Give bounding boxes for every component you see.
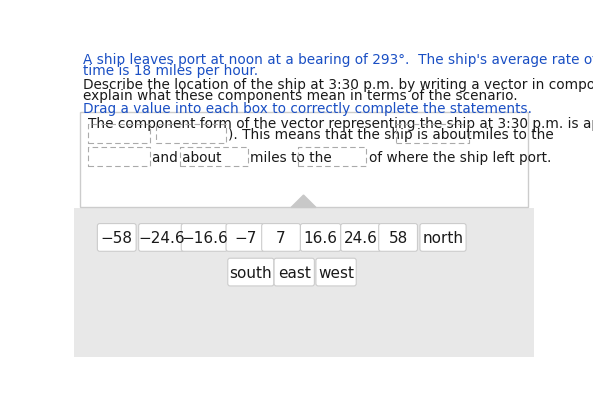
Text: 58: 58 bbox=[388, 230, 408, 245]
Text: Describe the location of the ship at 3:30 p.m. by writing a vector in component : Describe the location of the ship at 3:3… bbox=[84, 77, 593, 91]
Text: south: south bbox=[229, 265, 272, 280]
Text: east: east bbox=[278, 265, 311, 280]
Text: and about: and about bbox=[152, 150, 222, 164]
FancyBboxPatch shape bbox=[420, 224, 466, 252]
Text: The component form of the vector representing the ship at 3:30 p.m. is approxima: The component form of the vector represe… bbox=[88, 116, 593, 130]
Text: miles to the: miles to the bbox=[471, 127, 553, 141]
FancyBboxPatch shape bbox=[301, 224, 341, 252]
Polygon shape bbox=[291, 196, 316, 208]
FancyBboxPatch shape bbox=[226, 224, 265, 252]
FancyBboxPatch shape bbox=[341, 224, 381, 252]
Text: −58: −58 bbox=[101, 230, 133, 245]
Text: miles to the: miles to the bbox=[250, 150, 332, 164]
FancyBboxPatch shape bbox=[228, 259, 274, 286]
Text: explain what these components mean in terms of the scenario.: explain what these components mean in te… bbox=[84, 89, 518, 103]
FancyBboxPatch shape bbox=[181, 224, 227, 252]
FancyBboxPatch shape bbox=[316, 259, 356, 286]
Text: Drag a value into each box to correctly complete the statements.: Drag a value into each box to correctly … bbox=[84, 102, 533, 116]
FancyBboxPatch shape bbox=[379, 224, 417, 252]
Text: −24.6: −24.6 bbox=[138, 230, 185, 245]
Text: west: west bbox=[318, 265, 354, 280]
Text: 24.6: 24.6 bbox=[344, 230, 378, 245]
Text: north: north bbox=[423, 230, 464, 245]
Bar bbox=[80, 113, 528, 207]
Bar bbox=[74, 209, 534, 357]
Text: of where the ship left port.: of where the ship left port. bbox=[369, 150, 551, 164]
Text: A ship leaves port at noon at a bearing of 293°.  The ship's average rate of spe: A ship leaves port at noon at a bearing … bbox=[84, 53, 593, 67]
Text: time is 18 miles per hour.: time is 18 miles per hour. bbox=[84, 64, 259, 78]
Text: 7: 7 bbox=[276, 230, 286, 245]
FancyBboxPatch shape bbox=[262, 224, 301, 252]
FancyBboxPatch shape bbox=[97, 224, 136, 252]
Text: ). This means that the ship is about: ). This means that the ship is about bbox=[228, 127, 471, 141]
Text: −7: −7 bbox=[234, 230, 257, 245]
FancyBboxPatch shape bbox=[139, 224, 185, 252]
FancyBboxPatch shape bbox=[274, 259, 314, 286]
Text: −16.6: −16.6 bbox=[181, 230, 228, 245]
Text: 16.6: 16.6 bbox=[304, 230, 337, 245]
